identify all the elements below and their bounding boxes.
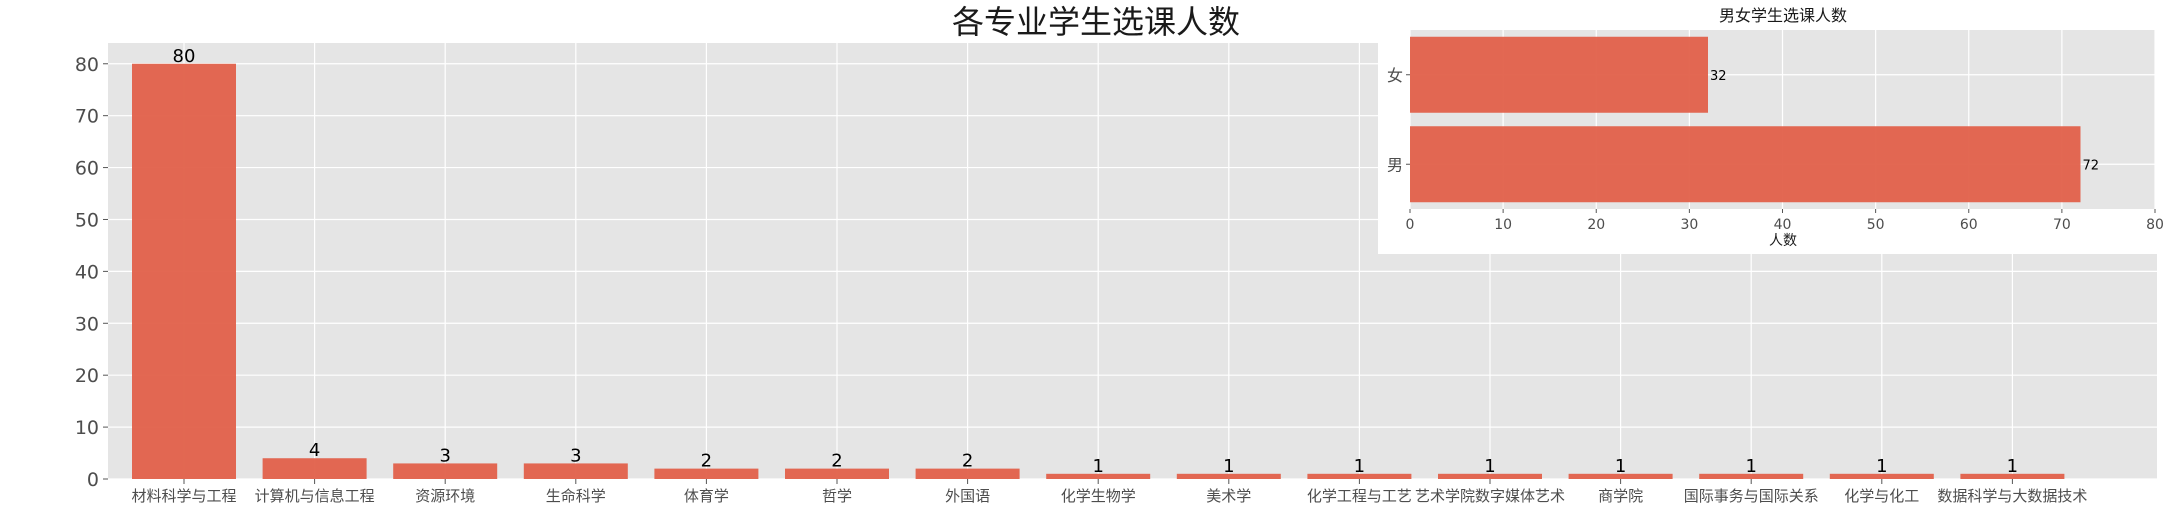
main-x-tick-label: 材料科学与工程 bbox=[131, 487, 236, 505]
main-bar bbox=[1307, 473, 1412, 479]
main-y-tick-label: 10 bbox=[75, 417, 99, 439]
main-x-tick-label: 化学工程与工艺 bbox=[1307, 487, 1412, 505]
main-bar bbox=[262, 458, 367, 479]
main-y-tick-label: 70 bbox=[75, 106, 99, 128]
main-y-tick-label: 80 bbox=[75, 54, 99, 76]
main-x-tick-label: 美术学 bbox=[1206, 487, 1251, 505]
main-bar-value-label: 4 bbox=[309, 440, 320, 461]
inset-bars bbox=[1410, 36, 2081, 203]
main-x-tick-label: 计算机与信息工程 bbox=[255, 487, 375, 505]
main-bar bbox=[1960, 473, 2065, 479]
main-y-tick-label: 20 bbox=[75, 365, 99, 387]
main-bar-value-label: 1 bbox=[1092, 456, 1103, 477]
main-x-tick-label: 艺术学院数字媒体艺术 bbox=[1415, 487, 1565, 505]
inset-x-axis-ticks: 0 10 20 30 40 50 60 70 80 bbox=[1406, 209, 2164, 233]
inset-bar-value-label: 32 bbox=[1710, 69, 1727, 84]
main-bar bbox=[1046, 473, 1151, 479]
main-bars bbox=[132, 63, 2065, 480]
main-bar-value-label: 1 bbox=[1484, 456, 1495, 477]
main-x-tick-label: 外国语 bbox=[945, 487, 990, 505]
main-bar-value-label: 1 bbox=[1745, 456, 1756, 477]
inset-x-tick-label: 20 bbox=[1587, 217, 1605, 233]
main-x-tick-label: 哲学 bbox=[822, 487, 852, 505]
main-bar bbox=[1438, 473, 1542, 479]
main-bar-value-label: 3 bbox=[439, 445, 450, 466]
inset-x-tick-label: 50 bbox=[1867, 217, 1885, 233]
main-bar bbox=[1699, 473, 1804, 479]
main-bar-value-label: 1 bbox=[1615, 456, 1626, 477]
main-y-tick-label: 30 bbox=[75, 313, 99, 335]
main-x-tick-label: 国际事务与国际关系 bbox=[1684, 487, 1819, 505]
inset-bar-value-label: 72 bbox=[2083, 158, 2100, 173]
main-bar-value-label: 1 bbox=[1354, 456, 1365, 477]
main-bar bbox=[915, 468, 1020, 479]
inset-x-tick-label: 10 bbox=[1494, 217, 1512, 233]
main-bar-value-label: 2 bbox=[701, 451, 712, 472]
main-y-tick-label: 50 bbox=[75, 209, 99, 231]
main-bar bbox=[1829, 473, 1934, 479]
inset-x-tick-label: 70 bbox=[2053, 217, 2071, 233]
main-x-tick-label: 化学生物学 bbox=[1061, 487, 1136, 505]
main-chart-title: 各专业学生选课人数 bbox=[952, 3, 1240, 41]
main-bar bbox=[132, 63, 236, 480]
main-y-tick-label: 40 bbox=[75, 261, 99, 283]
main-bar-value-label: 1 bbox=[1223, 456, 1234, 477]
main-x-tick-label: 资源环境 bbox=[415, 487, 475, 505]
main-x-tick-label: 生命科学 bbox=[546, 487, 606, 505]
main-x-tick-label: 数据科学与大数据技术 bbox=[1937, 487, 2087, 505]
inset-chart-title: 男女学生选课人数 bbox=[1719, 6, 1847, 25]
main-bar-value-label: 1 bbox=[2007, 456, 2018, 477]
inset-bar bbox=[1410, 36, 1708, 113]
inset-y-tick-label: 男 bbox=[1387, 155, 1403, 174]
main-bar bbox=[1176, 473, 1281, 479]
inset-bar bbox=[1410, 126, 2081, 203]
main-y-tick-label: 0 bbox=[87, 469, 99, 491]
main-y-axis-ticks: 0 10 20 30 40 50 60 70 80 bbox=[75, 54, 108, 491]
main-bar-value-label: 2 bbox=[962, 451, 973, 472]
inset-x-tick-label: 40 bbox=[1774, 217, 1792, 233]
main-bar bbox=[654, 468, 759, 479]
inset-y-axis-ticks: 男女 bbox=[1387, 66, 1410, 174]
main-bar-value-label: 1 bbox=[1876, 456, 1887, 477]
inset-x-tick-label: 60 bbox=[1960, 217, 1978, 233]
inset-bar-labels: 72 32 bbox=[1710, 69, 2099, 174]
main-bar-value-label: 2 bbox=[831, 451, 842, 472]
main-bar bbox=[1568, 473, 1673, 479]
inset-x-axis-label: 人数 bbox=[1769, 233, 1797, 249]
inset-y-tick-label: 女 bbox=[1387, 66, 1403, 85]
main-bar-labels: 804 3 3 2 2 2 1 1 1 1 1 1 1 1 bbox=[173, 46, 2019, 477]
main-x-axis-ticks: 材料科学与工程 计算机与信息工程 资源环境 生命科学 体育学 哲学 外国语 化学生物学 美术学 化… bbox=[131, 479, 2087, 505]
main-bar bbox=[523, 463, 628, 479]
main-bar bbox=[393, 463, 498, 479]
main-bar-value-label: 80 bbox=[173, 46, 196, 67]
main-x-tick-label: 化学与化工 bbox=[1844, 487, 1919, 505]
main-bar-value-label: 3 bbox=[570, 445, 581, 466]
inset-x-tick-label: 80 bbox=[2146, 217, 2164, 233]
main-y-tick-label: 60 bbox=[75, 158, 99, 180]
main-x-tick-label: 商学院 bbox=[1598, 487, 1643, 505]
main-x-tick-label: 体育学 bbox=[684, 487, 729, 505]
inset-x-tick-label: 0 bbox=[1406, 217, 1415, 233]
main-bar bbox=[785, 468, 889, 479]
inset-x-tick-label: 30 bbox=[1680, 217, 1698, 233]
